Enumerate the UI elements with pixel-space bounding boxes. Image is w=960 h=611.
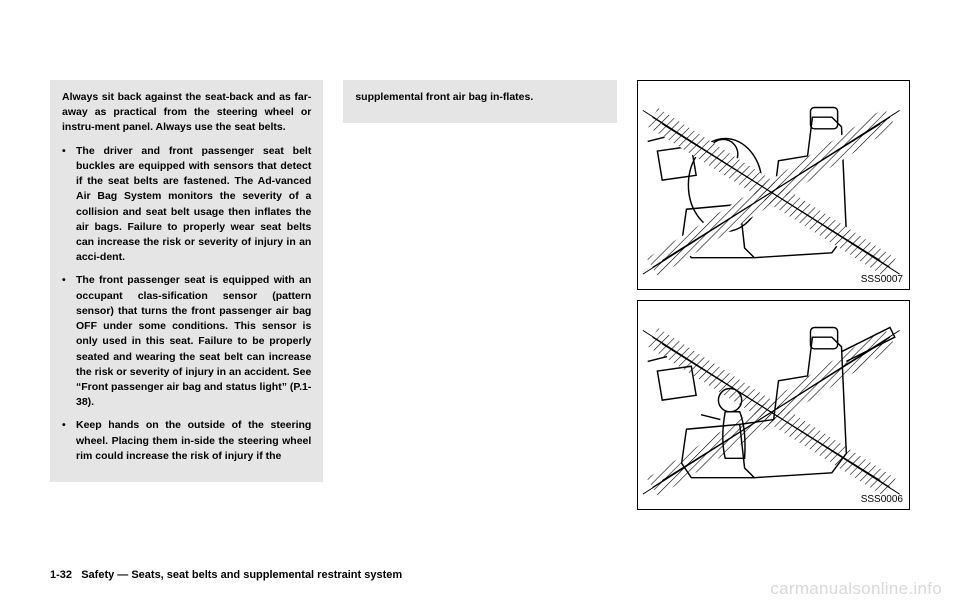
page-footer: 1-32 Safety — Seats, seat belts and supp… (50, 569, 402, 581)
bullet-item: • The front passenger seat is equipped w… (62, 273, 311, 410)
bullet-text: The driver and front passenger seat belt… (76, 144, 311, 266)
warning-box-col2: supplemental front air bag in-flates. (343, 80, 616, 123)
bullet-icon: • (62, 418, 76, 464)
bullet-icon: • (62, 144, 76, 266)
bullet-item: • Keep hands on the outside of the steer… (62, 418, 311, 464)
continuation-text: supplemental front air bag in-flates. (355, 90, 604, 105)
airbag-illustration-2-icon (638, 301, 909, 509)
figure-label: SSS0007 (861, 274, 903, 285)
bullet-icon: • (62, 273, 76, 410)
section-title: Safety — Seats, seat belts and supplemen… (81, 569, 402, 581)
intro-paragraph: Always sit back against the seat-back an… (62, 90, 311, 136)
bullet-text: The front passenger seat is equipped wit… (76, 273, 311, 410)
airbag-illustration-1-icon (638, 81, 909, 289)
bullet-text: Keep hands on the outside of the steerin… (76, 418, 311, 464)
warning-box-col1: Always sit back against the seat-back an… (50, 80, 323, 482)
watermark-text: carmanualsonline.info (770, 579, 942, 599)
bullet-item: • The driver and front passenger seat be… (62, 144, 311, 266)
figure-sss0006: SSS0006 (637, 300, 910, 510)
page-number: 1-32 (50, 569, 72, 581)
figure-label: SSS0006 (861, 494, 903, 505)
figure-sss0007: SSS0007 (637, 80, 910, 290)
